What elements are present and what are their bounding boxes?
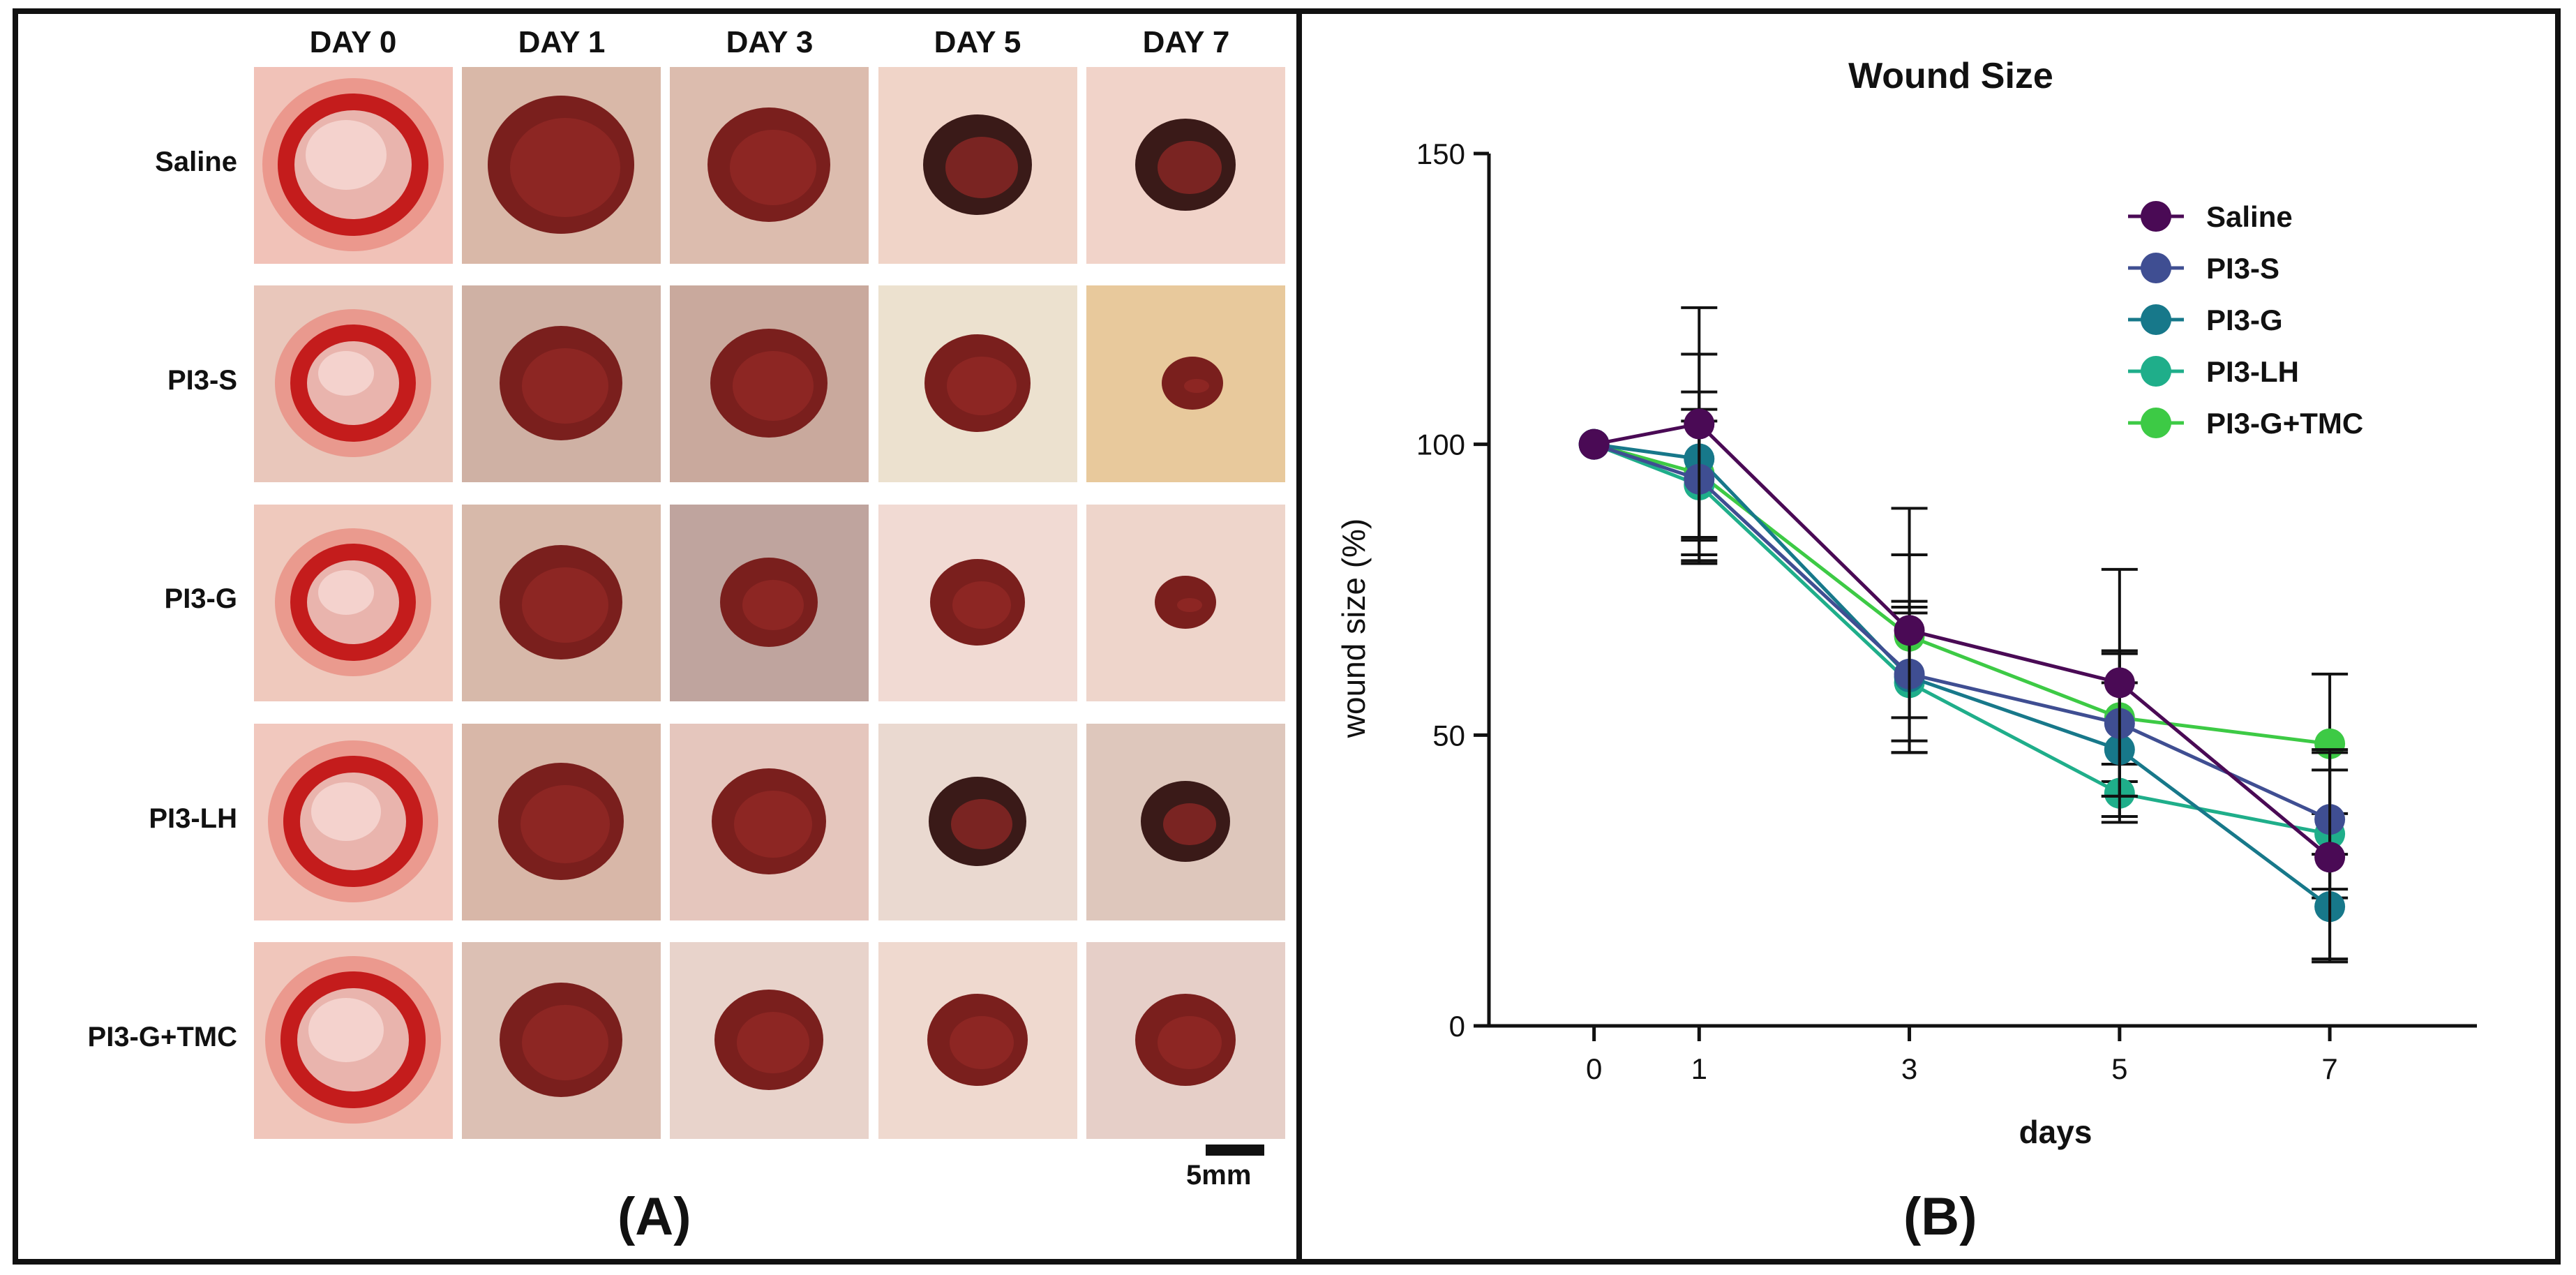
wound-photo-saline-day-0 bbox=[254, 67, 453, 264]
wound-photo-pi3-g-tmc-day-1 bbox=[462, 942, 661, 1139]
wound-photo-saline-day-1 bbox=[462, 67, 661, 264]
series-pi3-s bbox=[1578, 419, 2349, 891]
series-line bbox=[1593, 442, 2330, 836]
day-header-1: DAY 1 bbox=[518, 25, 606, 59]
wound-photo-saline-day-3 bbox=[670, 67, 869, 264]
x-tick-label-0: 0 bbox=[1586, 1052, 1602, 1085]
day-header-5: DAY 5 bbox=[934, 25, 1021, 59]
wound-photo-saline-day-5 bbox=[878, 67, 1077, 264]
group-label-pi3-s: PI3-S bbox=[167, 365, 237, 396]
wound-photo-pi3-g-day-0 bbox=[254, 505, 453, 701]
wound-photo-pi3-s-day-7 bbox=[1086, 285, 1285, 482]
panel-label-b: (B) bbox=[1903, 1187, 1977, 1246]
wound-photo-pi3-s-day-3 bbox=[670, 285, 869, 482]
wound-photo-pi3-g-tmc-day-7 bbox=[1086, 942, 1285, 1139]
wound-photo-saline-day-7 bbox=[1086, 67, 1285, 264]
x-tick-label-5: 5 bbox=[2111, 1052, 2127, 1085]
legend-label: PI3-S bbox=[2206, 252, 2279, 285]
chart-series bbox=[1578, 306, 2349, 964]
legend-entry-pi3-g: PI3-G bbox=[2128, 304, 2283, 336]
wound-photo-pi3-g-tmc-day-5 bbox=[878, 942, 1077, 1139]
data-point bbox=[1578, 428, 1610, 460]
chart-title: Wound Size bbox=[1848, 56, 2053, 96]
legend-entry-pi3-lh: PI3-LH bbox=[2128, 355, 2299, 388]
group-label-pi3-g: PI3-G bbox=[164, 583, 237, 614]
chart-legend: Saline PI3-S PI3-G PI3-LH PI3-G+TMC bbox=[2128, 200, 2363, 440]
scale-bar bbox=[1206, 1144, 1264, 1156]
wound-photo-pi3-g-day-7 bbox=[1086, 505, 1285, 701]
y-tick-label-0: 0 bbox=[1449, 1010, 1465, 1043]
group-label-pi3-lh: PI3-LH bbox=[149, 803, 237, 834]
wound-photo-pi3-lh-day-5 bbox=[878, 724, 1077, 920]
data-point bbox=[2104, 667, 2135, 699]
panel-label-a: (A) bbox=[617, 1187, 691, 1246]
legend-label: PI3-LH bbox=[2206, 355, 2299, 388]
wound-photo-pi3-g-tmc-day-0 bbox=[254, 942, 453, 1139]
legend-label: Saline bbox=[2206, 200, 2293, 233]
figure-frame bbox=[13, 8, 2561, 1265]
data-point bbox=[1894, 615, 1925, 646]
chart-axes: 0 50 100 150 0 1 3 5 7 bbox=[1416, 137, 2477, 1085]
wound-photo-pi3-lh-day-7 bbox=[1086, 724, 1285, 920]
series-line bbox=[1593, 442, 2331, 821]
day-header-3: DAY 3 bbox=[726, 25, 814, 59]
legend-marker bbox=[2141, 253, 2171, 283]
legend-entry-saline: Saline bbox=[2128, 200, 2293, 233]
data-point bbox=[1684, 408, 1715, 440]
day-header-7: DAY 7 bbox=[1142, 25, 1230, 59]
wound-photo-pi3-g-day-3 bbox=[670, 505, 869, 701]
series-saline bbox=[1578, 306, 2349, 964]
wound-photo-pi3-lh-day-1 bbox=[462, 724, 661, 920]
legend-marker bbox=[2141, 201, 2171, 232]
legend-entry-pi3-s: PI3-S bbox=[2128, 252, 2279, 285]
group-label-saline: Saline bbox=[155, 147, 237, 177]
series-line bbox=[1594, 442, 2331, 909]
y-tick-label-150: 150 bbox=[1416, 137, 1465, 170]
wound-photo-pi3-g-day-1 bbox=[462, 505, 661, 701]
wound-size-chart: Wound Size wound size (%) days 050100150… bbox=[1335, 56, 2477, 1150]
legend-label: PI3-G bbox=[2206, 304, 2283, 336]
wound-photo-pi3-lh-day-3 bbox=[670, 724, 869, 920]
x-tick-label-1: 1 bbox=[1691, 1052, 1707, 1085]
wound-photo-pi3-s-day-0 bbox=[254, 285, 453, 482]
x-tick-label-3: 3 bbox=[1901, 1052, 1917, 1085]
panel-divider bbox=[1296, 8, 1302, 1265]
wound-photo-pi3-g-tmc-day-3 bbox=[670, 942, 869, 1139]
y-axis-label: wound size (%) bbox=[1335, 519, 1372, 738]
y-tick-label-50: 50 bbox=[1432, 719, 1465, 752]
group-label-pi3-g-tmc: PI3-G+TMC bbox=[87, 1022, 237, 1052]
wound-photo-pi3-s-day-5 bbox=[878, 285, 1077, 482]
wound-photo-pi3-s-day-1 bbox=[462, 285, 661, 482]
legend-label: PI3-G+TMC bbox=[2206, 407, 2363, 440]
wound-photo-pi3-lh-day-0 bbox=[254, 724, 453, 920]
data-point bbox=[2314, 842, 2346, 873]
legend-entry-pi3-g-tmc: PI3-G+TMC bbox=[2128, 407, 2363, 440]
day-header-0: DAY 0 bbox=[309, 25, 397, 59]
x-axis-label: days bbox=[2019, 1114, 2092, 1150]
legend-marker bbox=[2141, 408, 2171, 438]
y-tick-label-100: 100 bbox=[1416, 428, 1465, 461]
legend-marker bbox=[2141, 304, 2171, 335]
legend-marker bbox=[2141, 356, 2171, 387]
wound-photo-pi3-g-day-5 bbox=[878, 505, 1077, 701]
x-tick-label-7: 7 bbox=[2321, 1052, 2337, 1085]
scale-bar-label: 5mm bbox=[1186, 1160, 1252, 1191]
